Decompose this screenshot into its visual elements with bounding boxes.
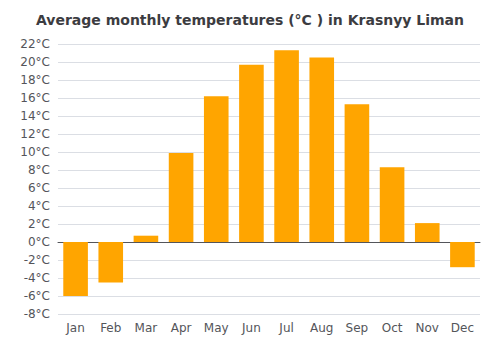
svg-text:Nov: Nov bbox=[416, 321, 439, 335]
svg-text:8°C: 8°C bbox=[28, 163, 50, 177]
svg-text:Apr: Apr bbox=[171, 321, 192, 335]
svg-text:Oct: Oct bbox=[382, 321, 403, 335]
svg-text:Feb: Feb bbox=[100, 321, 121, 335]
svg-text:Jan: Jan bbox=[65, 321, 85, 335]
svg-text:0°C: 0°C bbox=[28, 235, 50, 249]
svg-text:Sep: Sep bbox=[346, 321, 369, 335]
svg-text:Average monthly temperatures (: Average monthly temperatures (°C ) in Kr… bbox=[36, 12, 464, 28]
svg-text:10°C: 10°C bbox=[20, 145, 50, 159]
svg-text:14°C: 14°C bbox=[20, 109, 50, 123]
svg-text:-4°C: -4°C bbox=[24, 271, 50, 285]
svg-text:-8°C: -8°C bbox=[24, 307, 50, 321]
svg-text:Jun: Jun bbox=[241, 321, 261, 335]
svg-text:6°C: 6°C bbox=[28, 181, 50, 195]
svg-text:22°C: 22°C bbox=[20, 37, 50, 51]
svg-text:12°C: 12°C bbox=[20, 127, 50, 141]
svg-text:May: May bbox=[204, 321, 229, 335]
svg-text:2°C: 2°C bbox=[28, 217, 50, 231]
svg-text:-6°C: -6°C bbox=[24, 289, 50, 303]
svg-text:16°C: 16°C bbox=[20, 91, 50, 105]
svg-text:20°C: 20°C bbox=[20, 55, 50, 69]
svg-text:-2°C: -2°C bbox=[24, 253, 50, 267]
svg-text:4°C: 4°C bbox=[28, 199, 50, 213]
svg-text:18°C: 18°C bbox=[20, 73, 50, 87]
svg-text:Dec: Dec bbox=[451, 321, 474, 335]
svg-text:Mar: Mar bbox=[135, 321, 158, 335]
svg-text:Jul: Jul bbox=[278, 321, 293, 335]
svg-text:Aug: Aug bbox=[310, 321, 333, 335]
